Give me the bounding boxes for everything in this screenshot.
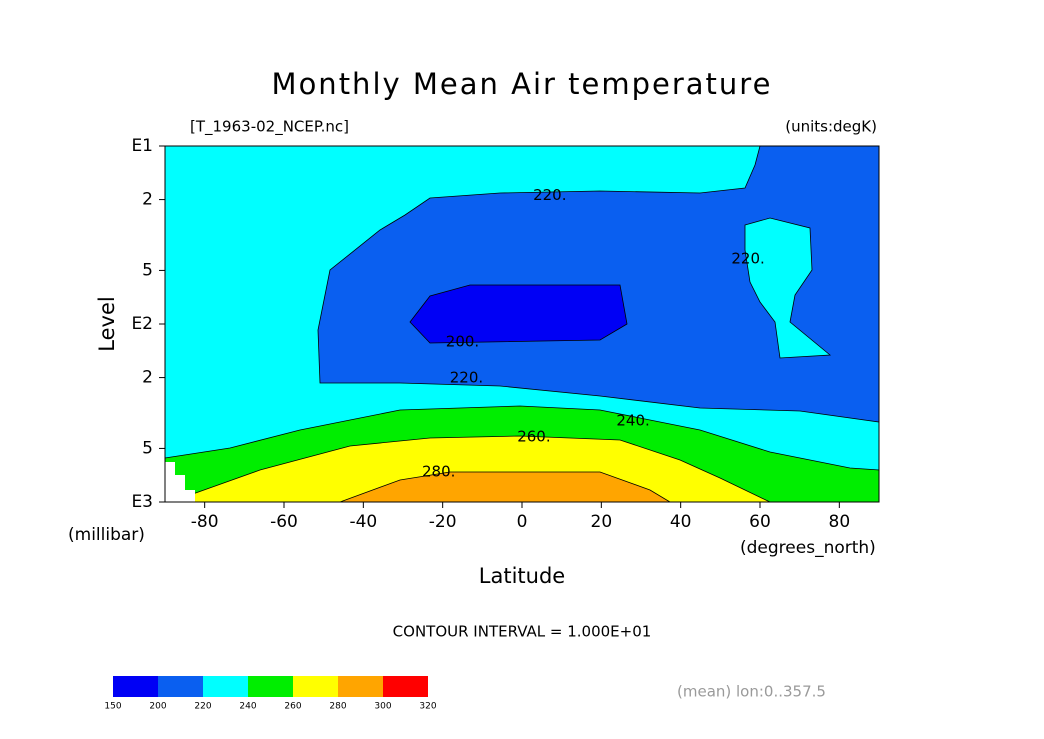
colorbar-label: 300: [374, 702, 391, 712]
colorbar-box: [113, 676, 158, 697]
chart-title: Monthly Mean Air temperature: [272, 67, 773, 101]
contour-fill: [409, 284, 628, 344]
colorbar-label: 220: [194, 702, 211, 712]
contour-fill: [744, 217, 832, 359]
x-units: (degrees_north): [740, 538, 876, 558]
x-tick-label: -80: [191, 512, 219, 532]
x-tick-label: 80: [829, 512, 851, 532]
units: (units:degK): [785, 118, 877, 136]
colorbar-label: 240: [239, 702, 256, 712]
contour-label: 280.: [422, 462, 455, 480]
colorbar-label: 260: [284, 702, 301, 712]
contour-label: 220.: [731, 249, 764, 267]
missing-data: [165, 462, 195, 502]
colorbar-label: 200: [149, 702, 166, 712]
colorbar-box: [203, 676, 248, 697]
colorbar-label: 150: [104, 702, 121, 712]
colorbar-label: 280: [329, 702, 346, 712]
contour-label: 240.: [616, 412, 649, 430]
colorbar-label: 320: [419, 702, 436, 712]
x-tick-label: -40: [349, 512, 377, 532]
contour-fill: [317, 145, 880, 423]
contour-interval: CONTOUR INTERVAL = 1.000E+01: [393, 623, 652, 641]
x-tick-label: 40: [670, 512, 692, 532]
colorbar-box: [383, 676, 428, 697]
x-tick-label: 0: [517, 512, 528, 532]
x-tick-label: 20: [591, 512, 613, 532]
contour-label: 220.: [533, 186, 566, 204]
plot-area: [159, 145, 880, 508]
y-tick-label: E2: [131, 314, 153, 334]
y-tick-label: 2: [142, 368, 153, 388]
subtitle: [T_1963-02_NCEP.nc]: [190, 118, 349, 137]
footnote: (mean) lon:0..357.5: [677, 683, 826, 701]
colorbar-box: [293, 676, 338, 697]
colorbar: 150 200 220 240 260 280 300 320: [104, 676, 437, 712]
x-axis-label: Latitude: [479, 564, 565, 588]
colorbar-box: [248, 676, 293, 697]
y-tick-label: E3: [131, 492, 153, 512]
x-tick-label: -20: [429, 512, 457, 532]
colorbar-box: [158, 676, 203, 697]
x-tick-label: 60: [749, 512, 771, 532]
y-tick-label: 2: [142, 190, 153, 210]
contour-label: 260.: [517, 427, 550, 445]
y-tick-label: E1: [131, 136, 153, 156]
y-units: (millibar): [68, 525, 145, 545]
y-tick-label: 5: [142, 438, 153, 458]
contour-label: 220.: [450, 368, 483, 386]
y-axis-label: Level: [95, 296, 119, 351]
x-tick-label: -60: [270, 512, 298, 532]
y-tick-label: 5: [142, 260, 153, 280]
colorbar-box: [338, 676, 383, 697]
contour-label: 200.: [446, 332, 479, 350]
